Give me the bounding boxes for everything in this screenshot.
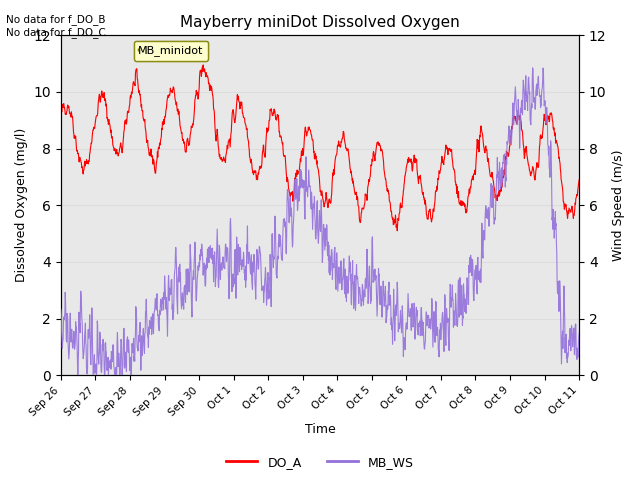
Text: No data for f_DO_B
No data for f_DO_C: No data for f_DO_B No data for f_DO_C	[6, 14, 106, 38]
Title: Mayberry miniDot Dissolved Oxygen: Mayberry miniDot Dissolved Oxygen	[180, 15, 460, 30]
Y-axis label: Wind Speed (m/s): Wind Speed (m/s)	[612, 150, 625, 261]
Legend: DO_A, MB_WS: DO_A, MB_WS	[221, 451, 419, 474]
X-axis label: Time: Time	[305, 423, 335, 436]
Legend: MB_minidot: MB_minidot	[134, 41, 208, 60]
Y-axis label: Dissolved Oxygen (mg/l): Dissolved Oxygen (mg/l)	[15, 128, 28, 282]
